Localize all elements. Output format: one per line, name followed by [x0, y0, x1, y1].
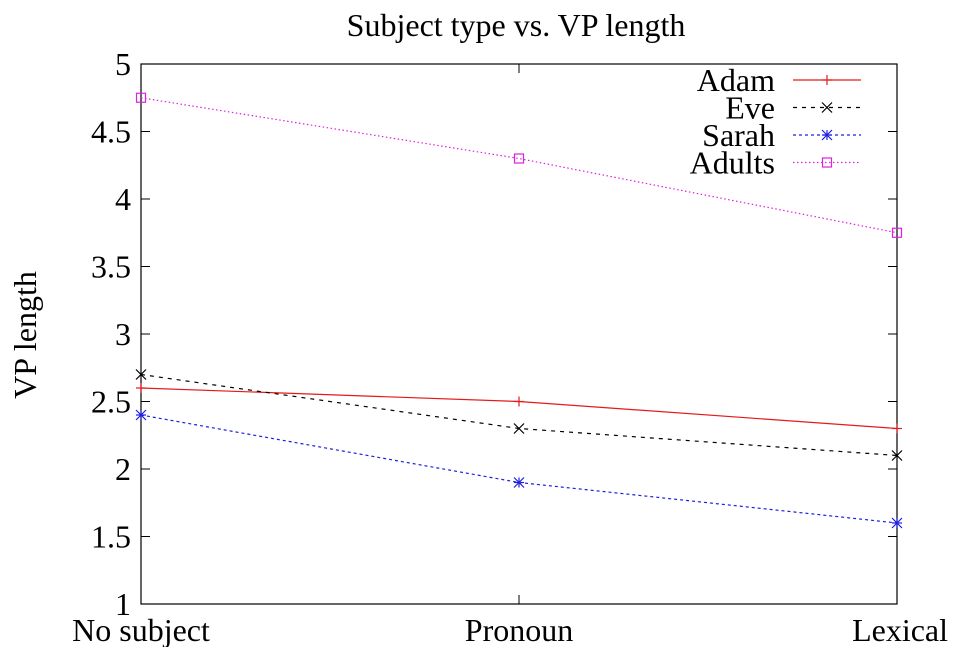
series-layer [135, 92, 903, 529]
series-line-adam [140, 387, 898, 430]
data-point-adam [514, 396, 524, 407]
data-point-adults [513, 153, 525, 164]
y-axis-label: VP length [7, 271, 43, 399]
data-point-eve [135, 369, 147, 380]
y-tick-label: 4 [115, 181, 131, 217]
series-line-adults [140, 97, 898, 234]
legend-marker [821, 129, 833, 141]
series-line-sarah [140, 414, 898, 524]
x-tick-label: Pronoun [465, 612, 573, 647]
y-tick-label: 4.5 [91, 114, 131, 150]
y-tick-label: 2 [115, 451, 131, 487]
x-axis: No subject Pronoun Lexical [72, 64, 948, 647]
legend-marker [821, 102, 833, 113]
x-tick-label: Lexical [852, 612, 948, 647]
plot-frame [140, 63, 898, 605]
series-line-eve [140, 373, 898, 457]
y-tick-label: 1.5 [91, 519, 131, 555]
y-tick-label: 2.5 [91, 384, 131, 420]
data-point-adults [135, 92, 147, 103]
data-point-adults [891, 227, 903, 238]
data-point-sarah [513, 477, 525, 488]
y-axis: 1 1.5 2 2.5 3 3.5 4 4.5 5 [91, 46, 897, 622]
legend-marker [822, 75, 832, 85]
legend-label: Adam [697, 62, 775, 98]
legend-label: Sarah [702, 117, 775, 153]
x-tick-label: No subject [72, 612, 210, 647]
y-tick-label: 5 [115, 46, 131, 82]
legend-label: Adults [690, 145, 775, 181]
chart-title: Subject type vs. VP length [347, 7, 686, 43]
data-point-eve [513, 423, 525, 434]
data-point-sarah [135, 409, 147, 421]
legend-label: Eve [725, 90, 775, 126]
y-tick-label: 3 [115, 316, 131, 352]
y-tick-label: 3.5 [91, 249, 131, 285]
legend-marker [821, 157, 833, 168]
y-tick-label: 1 [115, 586, 131, 622]
data-point-adam [892, 423, 902, 434]
data-point-sarah [891, 517, 903, 529]
data-point-eve [891, 450, 903, 461]
data-point-adam [136, 383, 146, 393]
